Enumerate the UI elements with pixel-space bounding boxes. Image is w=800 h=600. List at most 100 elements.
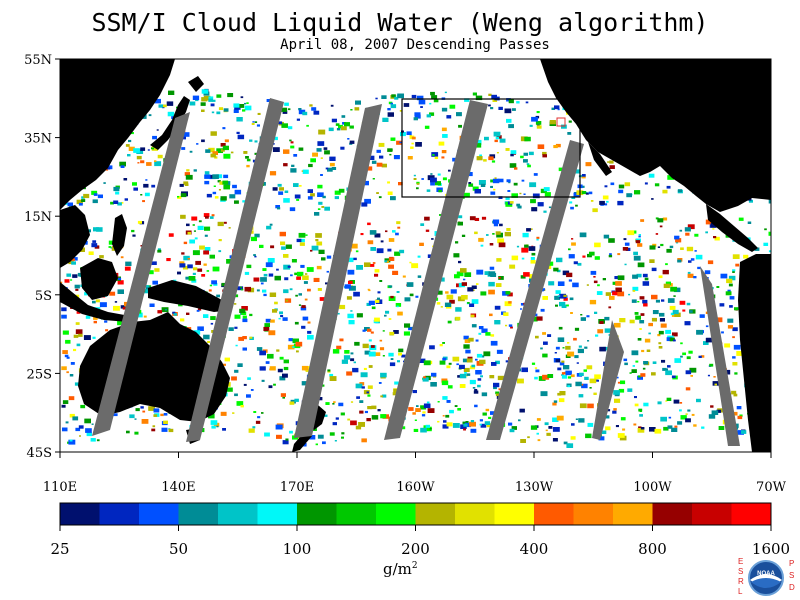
cloud-cell: [339, 338, 344, 342]
cloud-cell: [531, 252, 536, 256]
cloud-cell: [570, 312, 573, 314]
cloud-cell: [287, 108, 291, 111]
cloud-cell: [639, 410, 642, 412]
cloud-cell: [96, 439, 100, 442]
cloud-cell: [283, 264, 291, 270]
cloud-cell: [589, 387, 592, 389]
cloud-cell: [261, 412, 264, 414]
cloud-cell: [667, 365, 671, 368]
cloud-cell: [204, 171, 210, 175]
cloud-cell: [347, 257, 354, 263]
cloud-cell: [217, 221, 224, 227]
cloud-cell: [306, 124, 309, 127]
cloud-cell: [511, 255, 519, 261]
cloud-cell: [584, 376, 589, 380]
cloud-cell: [154, 161, 162, 167]
cloud-cell: [416, 405, 419, 407]
cloud-cell: [542, 374, 550, 380]
cloud-cell: [122, 307, 127, 310]
cloud-cell: [480, 183, 486, 187]
cloud-cell: [209, 216, 214, 219]
cloud-cell: [414, 114, 421, 119]
cloud-cell: [350, 358, 355, 362]
cloud-cell: [530, 228, 533, 230]
cloud-cell: [378, 142, 385, 147]
cloud-cell: [418, 99, 426, 105]
cloud-cell: [603, 234, 610, 239]
cloud-cell: [520, 303, 525, 306]
cloud-cell: [637, 243, 643, 247]
cloud-cell: [520, 439, 526, 443]
cloud-cell: [446, 400, 451, 403]
cloud-cell: [632, 365, 635, 367]
cloud-cell: [411, 94, 417, 99]
cloud-cell: [230, 151, 234, 154]
land-north-america: [540, 59, 771, 212]
cloud-cell: [456, 271, 464, 277]
cloud-cell: [581, 175, 586, 179]
cloud-cell: [712, 228, 715, 230]
cloud-cell: [137, 162, 140, 164]
cloud-cell: [476, 269, 484, 275]
cloud-cell: [517, 205, 522, 209]
cloud-cell: [388, 257, 395, 261]
cloud-cell: [677, 259, 682, 263]
cloud-cell: [92, 300, 96, 304]
cloud-cell: [270, 245, 275, 249]
cloud-cell: [285, 299, 289, 302]
cloud-cell: [549, 120, 556, 125]
cloud-cell: [519, 192, 522, 195]
cloud-cell: [687, 409, 691, 412]
cloud-cell: [445, 414, 450, 418]
cloud-cell: [240, 96, 244, 99]
cloud-cell: [71, 261, 76, 265]
cloud-cell: [703, 341, 709, 345]
cloud-cell: [193, 169, 197, 172]
cloud-cell: [213, 282, 218, 286]
land-asia: [60, 59, 175, 210]
cloud-cell: [145, 285, 149, 288]
cloud-cell: [469, 365, 476, 370]
cloud-cell: [674, 425, 678, 428]
cloud-cell: [657, 334, 661, 337]
cloud-cell: [84, 418, 91, 424]
svg-text:NOAA: NOAA: [757, 571, 775, 577]
cloud-cell: [291, 259, 297, 263]
cloud-cell: [236, 117, 243, 122]
cloud-cell: [488, 416, 492, 419]
cloud-cell: [298, 147, 304, 151]
cloud-cell: [141, 419, 149, 424]
cloud-cell: [455, 307, 462, 312]
cloud-cell: [96, 227, 103, 232]
cloud-cell: [558, 398, 565, 403]
cloud-cell: [488, 281, 495, 287]
cloud-cell: [187, 264, 193, 269]
cloud-cell: [543, 341, 548, 345]
cloud-cell: [629, 319, 635, 324]
cloud-cell: [459, 384, 466, 388]
cloud-cell: [545, 429, 548, 432]
cloud-cell: [289, 430, 293, 434]
cloud-cell: [690, 375, 693, 377]
cloud-cell: [665, 281, 671, 286]
cloud-cell: [62, 427, 68, 432]
cloud-cell: [505, 197, 510, 200]
cloud-cell: [68, 396, 75, 401]
cloud-cell: [427, 408, 435, 413]
cloud-cell: [674, 312, 681, 317]
cloud-cell: [452, 356, 460, 362]
cloud-cell: [389, 153, 392, 156]
cloud-cell: [300, 306, 307, 311]
cloud-cell: [252, 426, 256, 429]
cloud-cell: [69, 413, 75, 418]
cloud-cell: [632, 274, 638, 279]
cloud-cell: [523, 159, 528, 163]
cloud-cell: [462, 196, 465, 199]
cloud-cell: [503, 312, 509, 316]
cloud-cell: [403, 331, 410, 336]
cloud-cell: [347, 138, 350, 140]
cloud-cell: [388, 148, 393, 152]
cloud-cell: [289, 139, 292, 142]
cloud-cell: [265, 361, 270, 364]
cloud-cell: [374, 317, 380, 322]
